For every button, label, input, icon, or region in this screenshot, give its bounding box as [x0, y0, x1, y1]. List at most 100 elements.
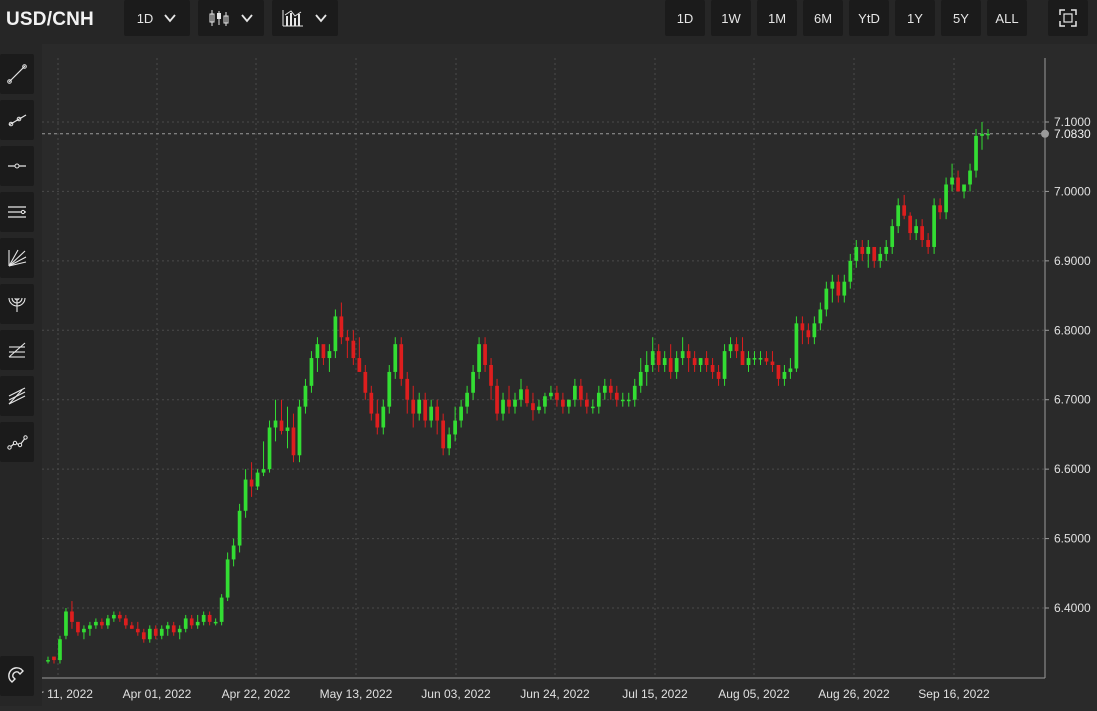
candle-body	[567, 399, 571, 407]
candle-body	[255, 472, 260, 487]
range-all-button[interactable]: ALL	[987, 0, 1027, 36]
candle-body	[830, 281, 835, 289]
range-ytd-button[interactable]: YtD	[849, 0, 889, 36]
chart-style-dropdown[interactable]	[198, 0, 264, 36]
candle-body	[177, 628, 182, 633]
top-toolbar: USD/CNH 1D 1D 1W 1M 6M YtD 1Y 5Y	[0, 0, 1097, 44]
chart-area[interactable]: 6.4000 6.5000 6.6000 6.7000 6.8000 6.9000 7.00…	[23, 44, 1097, 706]
candle-body	[501, 399, 505, 414]
candle-body	[183, 618, 188, 629]
candle-body	[656, 351, 661, 365]
candle-body	[525, 389, 529, 404]
fan-tool[interactable]	[0, 238, 34, 278]
fullscreen-button[interactable]	[1048, 0, 1088, 36]
polyline-tool[interactable]	[0, 422, 34, 462]
candle-body	[848, 260, 853, 282]
range-1d-button[interactable]: 1D	[665, 0, 705, 36]
range-1m-button[interactable]: 1M	[757, 0, 797, 36]
candle-body	[393, 344, 398, 372]
candle-body	[153, 628, 158, 636]
candle-body	[159, 628, 164, 636]
candle-body	[327, 351, 332, 359]
candle-body	[812, 323, 817, 338]
candle-body	[968, 170, 972, 185]
interval-dropdown[interactable]: 1D	[124, 0, 190, 36]
candle-body	[141, 632, 146, 640]
candle-body	[100, 621, 104, 626]
candle-body	[339, 316, 344, 338]
candle-body	[788, 368, 793, 372]
trend-line-tool[interactable]	[0, 54, 34, 94]
fib-retracement-tool[interactable]	[0, 330, 34, 370]
candle-body	[596, 392, 601, 407]
candle-body	[836, 281, 841, 296]
y-tick-label: 6.5000	[1054, 532, 1091, 546]
candle-body	[674, 358, 679, 372]
fib-extension-icon	[8, 387, 26, 405]
candle-body	[986, 133, 990, 136]
candle-body	[531, 403, 535, 411]
candle-body	[52, 656, 56, 661]
candle-body	[429, 406, 434, 421]
range-1w-button[interactable]: 1W	[711, 0, 751, 36]
candle-body	[890, 226, 895, 247]
candle-body	[483, 344, 487, 365]
candle-body	[614, 392, 619, 400]
candle-body	[573, 385, 577, 400]
candle-body	[303, 385, 308, 407]
horizontal-line-tool[interactable]	[0, 146, 34, 186]
candle-body	[716, 371, 721, 379]
x-axis-labels: Mar 11, 2022 Apr 01, 2022 Apr 22, 2022 May …	[23, 687, 990, 701]
candle-body	[423, 399, 428, 421]
axes	[42, 58, 1046, 679]
candle-body	[94, 621, 98, 626]
range-5y-button[interactable]: 5Y	[941, 0, 981, 36]
candle-body	[896, 205, 901, 227]
candle-body	[201, 614, 206, 622]
candle-body	[369, 392, 374, 414]
grid	[42, 58, 1049, 678]
symbol-label[interactable]: USD/CNH	[6, 9, 94, 30]
horizontal-line-icon	[8, 163, 26, 169]
candle-body	[123, 618, 128, 626]
candle-body	[758, 358, 763, 360]
candle-body	[82, 628, 86, 633]
candle-body	[746, 358, 751, 365]
candle-body	[495, 385, 499, 414]
range-6m-button[interactable]: 6M	[803, 0, 843, 36]
indicators-dropdown[interactable]	[272, 0, 338, 36]
candle-body	[800, 323, 805, 331]
candle-body	[704, 358, 709, 365]
parallel-channel-tool[interactable]	[0, 192, 34, 232]
x-tick-label: May 13, 2022	[320, 687, 393, 701]
candle-body	[692, 358, 697, 365]
candle-body	[956, 177, 960, 192]
range-1y-button[interactable]: 1Y	[895, 0, 935, 36]
candle-body	[920, 226, 924, 241]
arc-tool[interactable]	[0, 284, 34, 324]
candle-body	[668, 358, 673, 372]
chevron-down-icon	[241, 14, 253, 23]
candle-body	[644, 365, 649, 372]
candle-body	[608, 385, 613, 393]
price-chart[interactable]: 6.4000 6.5000 6.6000 6.7000 6.8000 6.9000 7.00…	[23, 44, 1097, 706]
last-price-dot	[1041, 129, 1049, 138]
fib-extension-tool[interactable]	[0, 376, 34, 416]
candle-body	[555, 392, 559, 400]
y-tick-label: 7.0000	[1054, 184, 1091, 198]
fan-icon	[8, 249, 27, 267]
candle-body	[411, 399, 416, 414]
candle-body	[590, 406, 595, 409]
candle-body	[980, 133, 984, 136]
ray-tool[interactable]	[0, 100, 34, 140]
y-axis-labels: 6.4000 6.5000 6.6000 6.7000 6.8000 6.9000 7.00…	[1054, 115, 1091, 615]
candle-body	[315, 344, 320, 359]
candle-body	[710, 365, 715, 372]
candle-body	[297, 406, 302, 456]
candle-body	[842, 281, 847, 296]
candle-body	[70, 611, 74, 622]
x-tick-label: Apr 22, 2022	[222, 687, 291, 701]
candle-body	[854, 246, 859, 261]
chevron-down-icon	[164, 14, 177, 23]
magnet-tool[interactable]	[0, 656, 34, 696]
